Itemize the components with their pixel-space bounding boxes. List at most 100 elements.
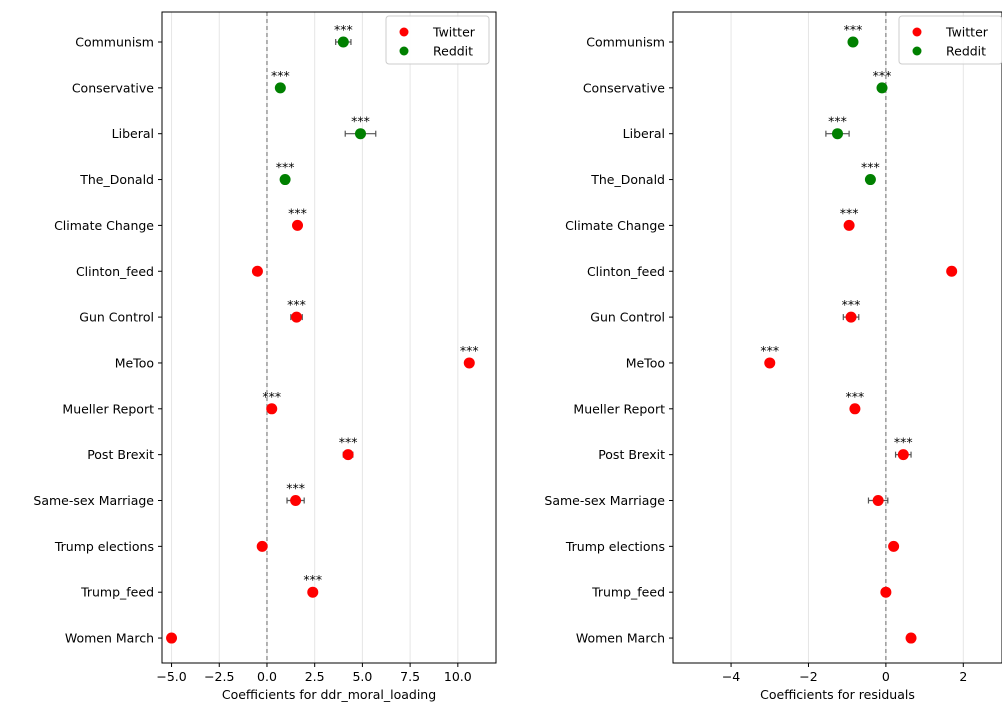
data-point-reddit <box>864 174 876 186</box>
plot-frame <box>161 11 497 664</box>
chart-panel-2: −4 −2 0 2 Coefficients for residuals Communis… <box>544 11 1002 702</box>
data-point-twitter <box>292 219 304 231</box>
significance-label: *** <box>861 160 880 175</box>
data-point-reddit <box>279 174 291 186</box>
y-tick-label: Gun Control <box>79 310 154 325</box>
data-point-twitter <box>266 403 278 415</box>
significance-label: *** <box>760 343 779 358</box>
y-tick-label: Women March <box>576 631 665 646</box>
legend-label: Reddit <box>946 44 986 59</box>
chart-panel-1: −5.0 −2.5 0.0 2.5 5.0 7.5 10.0 Coefficients for… <box>33 11 497 702</box>
x-tick-label: 2 <box>959 669 967 684</box>
x-tick-label: −5.0 <box>156 669 186 684</box>
significance-label: *** <box>846 389 865 404</box>
y-tick-label: Trump_feed <box>591 585 665 600</box>
significance-label: *** <box>844 22 863 37</box>
y-tick-label: Trump elections <box>54 539 154 554</box>
x-axis-label: Coefficients for residuals <box>760 687 915 702</box>
y-tick-label: Post Brexit <box>598 447 665 462</box>
x-tick-label: 10.0 <box>444 669 472 684</box>
significance-label: *** <box>287 297 306 312</box>
data-point-reddit <box>274 82 286 94</box>
legend: Twitter Reddit <box>385 15 490 65</box>
data-point-twitter <box>849 403 861 415</box>
y-tick-label: Communism <box>75 35 154 50</box>
y-tick-label: Women March <box>65 631 154 646</box>
data-point-twitter <box>290 495 302 506</box>
x-tick-label: 0 <box>882 669 890 684</box>
x-tick-label: −2.5 <box>204 669 234 684</box>
data-point-twitter <box>845 311 857 323</box>
significance-label: *** <box>334 22 353 37</box>
legend-marker-twitter <box>912 27 922 37</box>
y-tick-label: Climate Change <box>54 218 154 233</box>
significance-label: *** <box>262 389 281 404</box>
legend-label: Twitter <box>432 25 476 40</box>
x-axis-label: Coefficients for ddr_moral_loading <box>222 687 436 702</box>
y-tick-label: Trump elections <box>565 539 665 554</box>
significance-label: *** <box>288 205 307 220</box>
y-tick-label: MeToo <box>626 355 665 370</box>
data-point-reddit <box>832 128 843 140</box>
data-point-reddit <box>354 128 366 140</box>
data-point-twitter <box>888 540 900 552</box>
y-tick-label: MeToo <box>115 355 154 370</box>
x-tick-label: −4 <box>722 669 740 684</box>
significance-label: *** <box>351 114 370 129</box>
x-tick-label: 0.0 <box>257 669 277 684</box>
y-tick-label: Clinton_feed <box>587 264 665 279</box>
y-tick-label: Same-sex Marriage <box>544 493 665 508</box>
data-point-twitter <box>946 265 958 277</box>
significance-label: *** <box>339 435 358 450</box>
legend-marker-reddit <box>399 46 409 56</box>
data-point-twitter <box>880 586 892 598</box>
y-tick-label: Liberal <box>623 126 665 141</box>
y-tick-label: Liberal <box>112 126 154 141</box>
y-tick-label: Trump_feed <box>80 585 154 600</box>
data-point-twitter <box>307 586 319 598</box>
y-tick-label: Mueller Report <box>62 401 154 416</box>
y-tick-label: The_Donald <box>590 172 665 187</box>
x-tick-label: 2.5 <box>305 669 325 684</box>
significance-label: *** <box>840 205 859 220</box>
data-point-twitter <box>291 311 303 323</box>
data-point-twitter <box>872 495 884 506</box>
data-point-twitter <box>897 449 909 461</box>
data-point-twitter <box>256 540 268 552</box>
significance-label: *** <box>286 481 305 496</box>
data-point-twitter <box>843 219 855 231</box>
data-point-twitter <box>342 449 354 461</box>
legend-box <box>898 15 1002 65</box>
significance-label: *** <box>271 68 290 83</box>
x-tick-label: 5.0 <box>352 669 372 684</box>
plot-frame <box>672 11 1002 664</box>
legend-label: Twitter <box>945 25 989 40</box>
y-tick-label: Communism <box>586 35 665 50</box>
y-tick-label: The_Donald <box>79 172 154 187</box>
data-point-twitter <box>166 632 178 644</box>
data-point-reddit <box>337 36 349 48</box>
legend-marker-reddit <box>912 46 922 56</box>
significance-label: *** <box>303 572 322 587</box>
data-point-twitter <box>905 632 917 644</box>
y-tick-label: Post Brexit <box>87 447 154 462</box>
y-tick-label: Climate Change <box>565 218 665 233</box>
data-point-reddit <box>847 36 859 48</box>
significance-label: *** <box>894 435 913 450</box>
y-tick-label: Mueller Report <box>573 401 665 416</box>
legend: Twitter Reddit <box>898 15 1002 65</box>
y-tick-label: Conservative <box>583 80 665 95</box>
y-tick-label: Same-sex Marriage <box>33 493 154 508</box>
x-tick-label: −2 <box>799 669 817 684</box>
data-point-twitter <box>463 357 475 369</box>
significance-label: *** <box>276 160 295 175</box>
significance-label: *** <box>828 114 847 129</box>
y-tick-label: Conservative <box>72 80 154 95</box>
significance-label: *** <box>873 68 892 83</box>
data-point-reddit <box>876 82 888 94</box>
y-tick-label: Clinton_feed <box>76 264 154 279</box>
data-point-twitter <box>251 265 263 277</box>
legend-box <box>385 15 490 65</box>
legend-label: Reddit <box>433 44 473 59</box>
